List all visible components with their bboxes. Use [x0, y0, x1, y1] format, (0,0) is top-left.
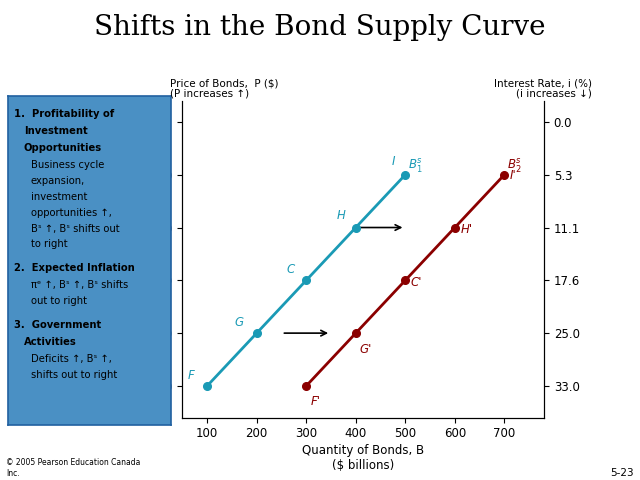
Text: Price of Bonds,  P ($): Price of Bonds, P ($)	[170, 79, 278, 89]
Text: shifts out to right: shifts out to right	[31, 370, 116, 380]
Text: (P increases ↑): (P increases ↑)	[170, 88, 249, 98]
Text: $B_1^s$: $B_1^s$	[408, 157, 423, 175]
Text: H: H	[337, 209, 345, 222]
Text: C: C	[287, 264, 295, 276]
Text: $B_2^s$: $B_2^s$	[507, 157, 522, 175]
Text: Opportunities: Opportunities	[24, 144, 102, 153]
Text: Interest Rate, i (%): Interest Rate, i (%)	[494, 79, 592, 89]
Text: opportunities ↑,: opportunities ↑,	[31, 208, 111, 218]
Text: © 2005 Pearson Education Canada
Inc.: © 2005 Pearson Education Canada Inc.	[6, 458, 141, 478]
Text: C': C'	[411, 276, 422, 289]
Text: to right: to right	[31, 240, 67, 249]
Text: G': G'	[360, 343, 372, 356]
Text: 3.  Government: 3. Government	[14, 320, 102, 330]
Text: Bˢ ↑, Bˢ shifts out: Bˢ ↑, Bˢ shifts out	[31, 224, 119, 234]
Text: I': I'	[510, 169, 516, 182]
Text: 1.  Profitability of: 1. Profitability of	[14, 109, 115, 119]
Text: πᵉ ↑, Bˢ ↑, Bˢ shifts: πᵉ ↑, Bˢ ↑, Bˢ shifts	[31, 280, 128, 290]
Text: Business cycle: Business cycle	[31, 160, 104, 170]
Text: out to right: out to right	[31, 296, 86, 306]
Text: Investment: Investment	[24, 126, 88, 136]
Text: G: G	[234, 316, 244, 329]
Text: I: I	[392, 155, 395, 168]
Text: 5-23: 5-23	[610, 468, 634, 478]
Text: (i increases ↓): (i increases ↓)	[516, 88, 592, 98]
Text: H': H'	[460, 223, 472, 236]
Text: F': F'	[310, 396, 321, 408]
Text: investment: investment	[31, 192, 87, 202]
Text: F: F	[188, 369, 195, 382]
Text: Deficits ↑, Bˢ ↑,: Deficits ↑, Bˢ ↑,	[31, 354, 111, 364]
Text: 2.  Expected Inflation: 2. Expected Inflation	[14, 264, 135, 273]
Text: expansion,: expansion,	[31, 176, 84, 186]
X-axis label: Quantity of Bonds, B
($ billions): Quantity of Bonds, B ($ billions)	[302, 444, 424, 472]
Text: Activities: Activities	[24, 337, 77, 348]
Text: Shifts in the Bond Supply Curve: Shifts in the Bond Supply Curve	[94, 14, 546, 41]
